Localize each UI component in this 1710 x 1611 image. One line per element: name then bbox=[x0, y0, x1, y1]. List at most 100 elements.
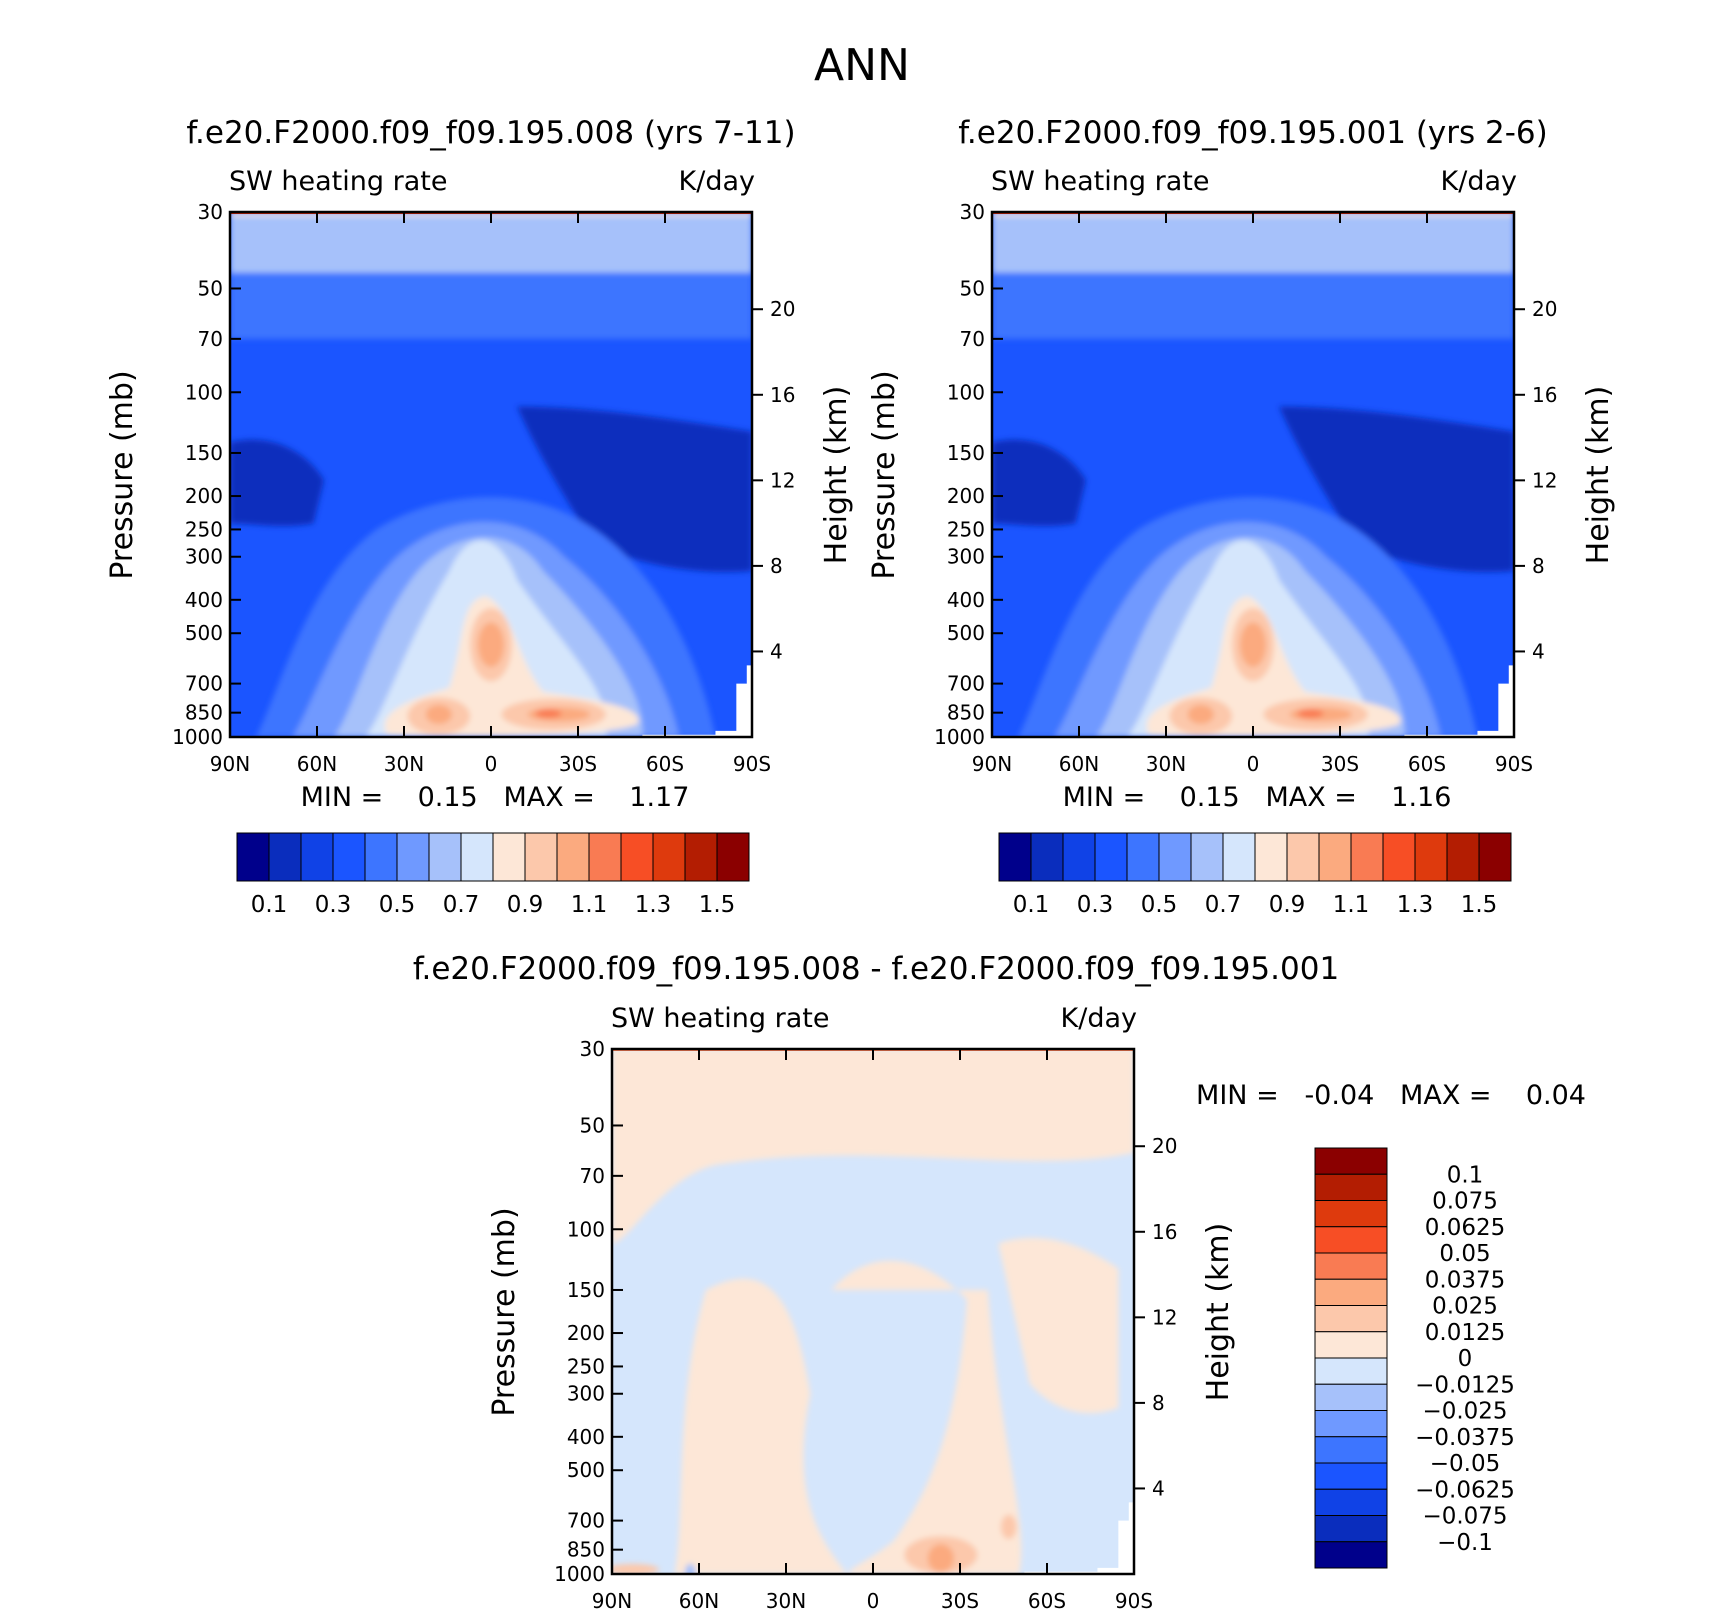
pressure-tick-label: 150 bbox=[185, 441, 223, 465]
colorbar-box bbox=[1314, 1331, 1388, 1359]
colorbar-box bbox=[556, 832, 590, 882]
contour-field bbox=[992, 212, 1514, 737]
colorbar-label: −0.05 bbox=[1430, 1451, 1500, 1477]
lat-tick-label: 30S bbox=[1321, 752, 1359, 776]
colorbar-box bbox=[1094, 832, 1128, 882]
pressure-tick-label: 1000 bbox=[172, 725, 223, 749]
pressure-tick-label: 100 bbox=[567, 1217, 605, 1241]
page-title: ANN bbox=[814, 40, 910, 91]
colorbar-label: 0.3 bbox=[315, 892, 352, 918]
min-max-label: MIN = -0.04 MAX = 0.04 bbox=[1196, 1080, 1586, 1111]
colorbar-label: 0.1 bbox=[1013, 892, 1050, 918]
lat-tick-label: 60N bbox=[1059, 752, 1099, 776]
colorbar-label: −0.1 bbox=[1437, 1530, 1493, 1556]
colorbar: 0.1 0.3 0.5 0.7 0.9 1.1 1.3 1.5 bbox=[236, 832, 750, 918]
colorbar-label: 1.3 bbox=[635, 892, 672, 918]
contour-field bbox=[230, 212, 752, 737]
lat-tick-label: 90S bbox=[1495, 752, 1533, 776]
colorbar-label: 0.0375 bbox=[1425, 1267, 1505, 1293]
colorbar-box bbox=[1314, 1515, 1388, 1543]
colorbar-box bbox=[428, 832, 462, 882]
colorbar-box bbox=[1254, 832, 1288, 882]
lat-tick-label: 90N bbox=[210, 752, 250, 776]
contour-region-1.0 bbox=[1187, 704, 1214, 724]
colorbar-label: 0 bbox=[1458, 1346, 1473, 1372]
contour-region-positive bbox=[998, 1237, 1119, 1414]
lat-tick-label: 60N bbox=[297, 752, 337, 776]
pressure-tick-label: 50 bbox=[198, 276, 223, 300]
lat-tick-label: 30N bbox=[766, 1589, 806, 1611]
height-tick-label: 16 bbox=[1532, 383, 1557, 407]
colorbar-box bbox=[1314, 1147, 1388, 1175]
contour-region-1.1 bbox=[535, 709, 562, 718]
colorbar-label: 0.5 bbox=[1141, 892, 1178, 918]
lat-tick-label: 90N bbox=[592, 1589, 632, 1611]
surface-mask bbox=[1404, 665, 1514, 737]
min-max-label: MIN = 0.15 MAX = 1.16 bbox=[1063, 782, 1452, 813]
colorbar-box bbox=[1314, 1462, 1388, 1490]
pressure-tick-label: 850 bbox=[567, 1538, 605, 1562]
colorbar-label: 0.9 bbox=[507, 892, 544, 918]
colorbar-box bbox=[1030, 832, 1064, 882]
colorbar-box bbox=[268, 832, 302, 882]
colorbar-box bbox=[1314, 1278, 1388, 1306]
height-tick-label: 8 bbox=[770, 554, 783, 578]
height-tick-label: 20 bbox=[770, 297, 795, 321]
pressure-tick-label: 200 bbox=[947, 484, 985, 508]
colorbar-box bbox=[1314, 1226, 1388, 1254]
pressure-tick-label: 850 bbox=[947, 701, 985, 725]
colorbar-label: 0.1 bbox=[1447, 1162, 1484, 1188]
contour-region-1.0 bbox=[425, 704, 452, 724]
colorbar-box bbox=[300, 832, 334, 882]
height-tick-label: 4 bbox=[770, 639, 783, 663]
colorbar-box bbox=[1190, 832, 1224, 882]
colorbar-label: 1.5 bbox=[699, 892, 736, 918]
panel-title: f.e20.F2000.f09_f09.195.001 (yrs 2-6) bbox=[958, 115, 1548, 151]
colorbar-box bbox=[1314, 1173, 1388, 1201]
y-axis-label: Pressure (mb) bbox=[105, 370, 140, 579]
pressure-tick-label: 250 bbox=[567, 1354, 605, 1378]
colorbar-box bbox=[1314, 1541, 1388, 1569]
colorbar-box bbox=[684, 832, 718, 882]
colorbar-box bbox=[620, 832, 654, 882]
colorbar: 0.1 0.3 0.5 0.7 0.9 1.1 1.3 1.5 bbox=[998, 832, 1512, 918]
pressure-tick-label: 300 bbox=[567, 1382, 605, 1406]
colorbar-label: 0.5 bbox=[379, 892, 416, 918]
contour-region-0.2 bbox=[992, 439, 1086, 527]
colorbar-box bbox=[1314, 1357, 1388, 1385]
right-string: K/day bbox=[1061, 1003, 1137, 1034]
y2-axis-label: Height (km) bbox=[1201, 1223, 1236, 1402]
contour-region-positive bbox=[674, 1278, 847, 1574]
colorbar-box bbox=[1414, 832, 1448, 882]
pressure-tick-label: 250 bbox=[947, 517, 985, 541]
panel-title: f.e20.F2000.f09_f09.195.008 - f.e20.F200… bbox=[413, 951, 1339, 987]
lat-tick-label: 90S bbox=[1115, 1589, 1153, 1611]
pressure-tick-label: 150 bbox=[947, 441, 985, 465]
y2-axis-label: Height (km) bbox=[1581, 386, 1616, 565]
pressure-tick-label: 400 bbox=[185, 588, 223, 612]
colorbar-label: −0.0375 bbox=[1415, 1425, 1515, 1451]
height-tick-label: 8 bbox=[1152, 1391, 1165, 1415]
colorbar-box bbox=[588, 832, 622, 882]
pressure-tick-label: 300 bbox=[185, 545, 223, 569]
panel-upper-right: f.e20.F2000.f09_f09.195.001 (yrs 2-6) SW… bbox=[867, 115, 1616, 918]
contour-region-minus-0.0125 bbox=[685, 1563, 696, 1574]
pressure-tick-label: 250 bbox=[185, 517, 223, 541]
y-axis-label: Pressure (mb) bbox=[867, 370, 902, 579]
colorbar-label: 0.05 bbox=[1439, 1241, 1490, 1267]
pressure-tick-label: 500 bbox=[185, 621, 223, 645]
pressure-tick-label: 30 bbox=[580, 1037, 605, 1061]
colorbar-box bbox=[1314, 1200, 1388, 1228]
colorbar-label: 1.1 bbox=[1333, 892, 1370, 918]
height-tick-label: 4 bbox=[1532, 639, 1545, 663]
pressure-tick-label: 500 bbox=[947, 621, 985, 645]
surface-mask bbox=[1024, 1502, 1134, 1574]
pressure-tick-label: 50 bbox=[580, 1113, 605, 1137]
panel-difference: f.e20.F2000.f09_f09.195.008 - f.e20.F200… bbox=[413, 951, 1586, 1611]
colorbar-box bbox=[716, 832, 750, 882]
y2-axis-label: Height (km) bbox=[819, 386, 854, 565]
colorbar-label: 0.075 bbox=[1432, 1189, 1498, 1215]
